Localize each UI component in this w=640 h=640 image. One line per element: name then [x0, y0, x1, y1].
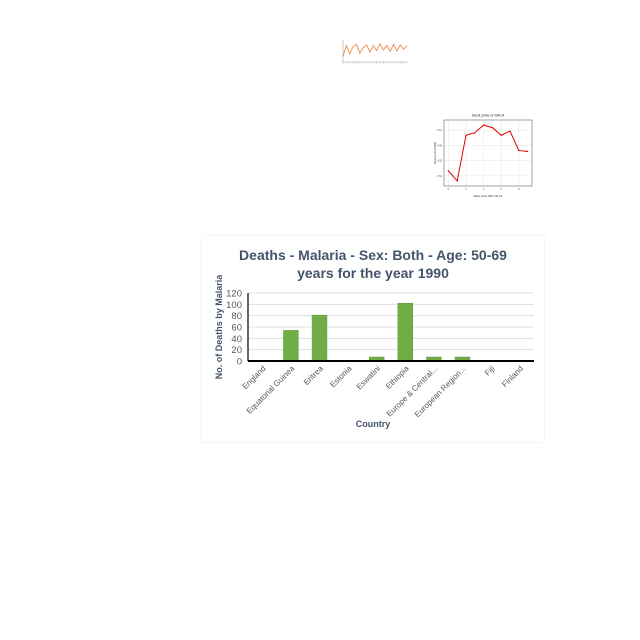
stock-y-tick-label: 0.61 — [437, 128, 443, 132]
x-tick-label: Equatorial Guinea — [245, 364, 297, 416]
y-tick-label: 80 — [231, 311, 242, 322]
stock-data-point — [474, 131, 476, 134]
x-tick-label: England — [241, 364, 268, 391]
stock-x-tick-label: 0 — [448, 187, 450, 191]
stock-y-tick-label: 0.58 — [437, 143, 443, 147]
y-tick-label: 20 — [231, 345, 242, 356]
stock-x-tick-label: 6 — [500, 187, 502, 191]
chart-title-line-1: Deaths - Malaria - Sex: Both - Age: 50-6… — [239, 247, 507, 263]
stock-data-point — [500, 134, 502, 136]
y-axis-title: No. of Deaths by Malaria — [214, 274, 224, 380]
stock-x-tick-label: 4 — [483, 187, 485, 191]
y-tick-label: 60 — [231, 323, 242, 334]
stock-data-point — [526, 150, 529, 153]
stock-x-axis-title: Days since 2017-04-01 — [474, 194, 503, 198]
stock-y-tick-label: 0.52 — [437, 174, 443, 178]
stock-data-point — [447, 170, 450, 172]
stock-series-line — [448, 124, 528, 183]
bar-2 — [283, 330, 299, 362]
x-tick-label: Europe & Central... — [385, 364, 439, 418]
y-tick-label: 120 — [226, 289, 242, 300]
x-tick-label: Ethiopia — [384, 364, 411, 391]
bar-6 — [397, 302, 413, 362]
x-tick-label: Finland — [500, 364, 525, 389]
stock-price-chart-svg: 0.52 0.55 0.58 0.61 0 2 4 6 8 Stock price of SACH… — [433, 114, 533, 198]
bar-3 — [311, 314, 328, 362]
x-tick-label: European Region... — [413, 364, 468, 419]
small-line-chart — [335, 30, 411, 76]
y-tick-label: 100 — [226, 300, 242, 311]
x-axis-title: Country — [356, 419, 391, 429]
stock-y-tick-label: 0.55 — [437, 159, 443, 163]
small-line-chart-svg — [342, 40, 408, 64]
chart-title-line-2: years for the year 1990 — [297, 265, 449, 281]
x-tick-label: Estonia — [328, 364, 354, 390]
stock-plot-frame — [443, 119, 533, 187]
stock-data-point — [456, 180, 458, 182]
stock-data-point — [482, 124, 485, 126]
x-tick-label: Eswatini — [355, 364, 383, 392]
small-series-line — [342, 43, 408, 57]
y-tick-label: 40 — [231, 334, 242, 345]
malaria-deaths-chart: Deaths - Malaria - Sex: Both - Age: 50-6… — [202, 236, 544, 442]
stock-x-tick-label: 2 — [465, 187, 467, 191]
stock-x-tick-label: 8 — [518, 187, 520, 191]
stock-data-point — [509, 130, 511, 132]
malaria-deaths-chart-svg: Deaths - Malaria - Sex: Both - Age: 50-6… — [214, 247, 534, 429]
stock-chart-title: Stock price of SACH — [472, 114, 505, 118]
x-tick-label: Eritrea — [302, 364, 325, 387]
stock-data-point — [491, 126, 494, 129]
y-tick-label: 0 — [237, 357, 242, 368]
stock-price-chart: 0.52 0.55 0.58 0.61 0 2 4 6 8 Stock price of SACH… — [432, 110, 540, 202]
x-tick-label: Fiji — [483, 364, 497, 378]
stock-y-axis-title: Stock price (USD) — [433, 142, 437, 164]
stock-data-point — [465, 134, 467, 136]
stock-data-point — [518, 149, 520, 152]
